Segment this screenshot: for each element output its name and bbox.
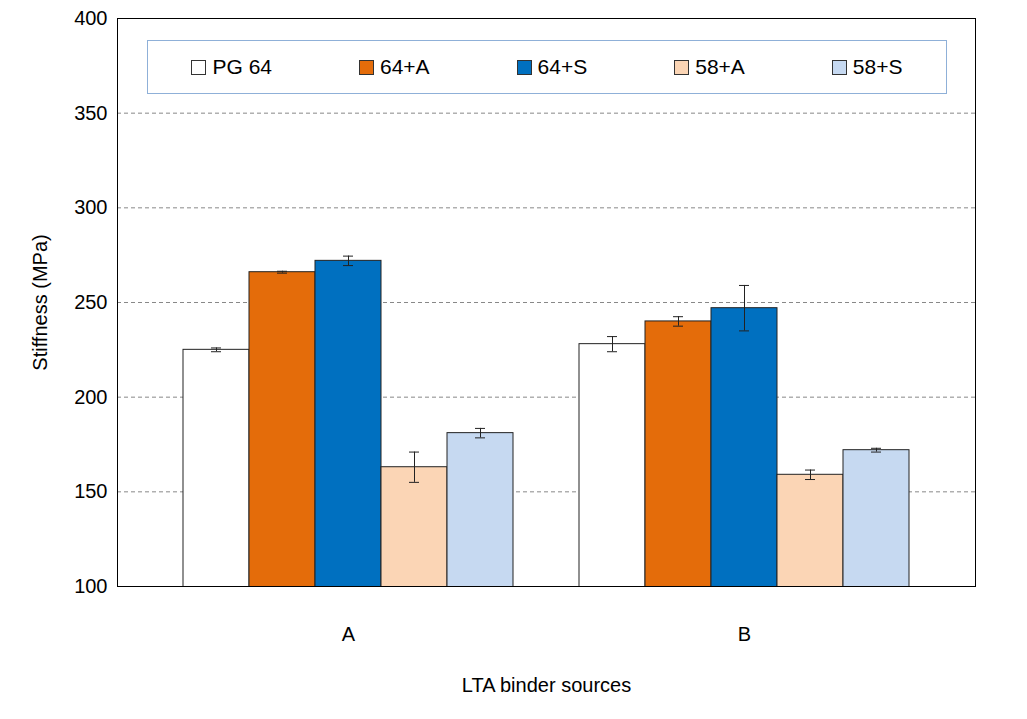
svg-text:100: 100 <box>74 575 107 597</box>
svg-text:150: 150 <box>74 480 107 502</box>
html-text:58+S: 58+S <box>852 55 903 78</box>
html-text:PG 64: PG 64 <box>212 55 272 78</box>
svg-text:LTA binder sources: LTA binder sources <box>462 674 631 696</box>
html-text:64+S: 64+S <box>537 55 588 78</box>
html-text:58+A: 58+A <box>695 55 745 78</box>
svg-text:400: 400 <box>74 7 107 29</box>
svg-text:350: 350 <box>74 102 107 124</box>
svg-text:Stiffness (MPa): Stiffness (MPa) <box>29 234 51 370</box>
svg-text:B: B <box>738 623 751 645</box>
svg-text:300: 300 <box>74 196 107 218</box>
svg-text:200: 200 <box>74 386 107 408</box>
svg-text:A: A <box>342 623 356 645</box>
svg-text:250: 250 <box>74 291 107 313</box>
html-text:64+A: 64+A <box>380 55 430 78</box>
